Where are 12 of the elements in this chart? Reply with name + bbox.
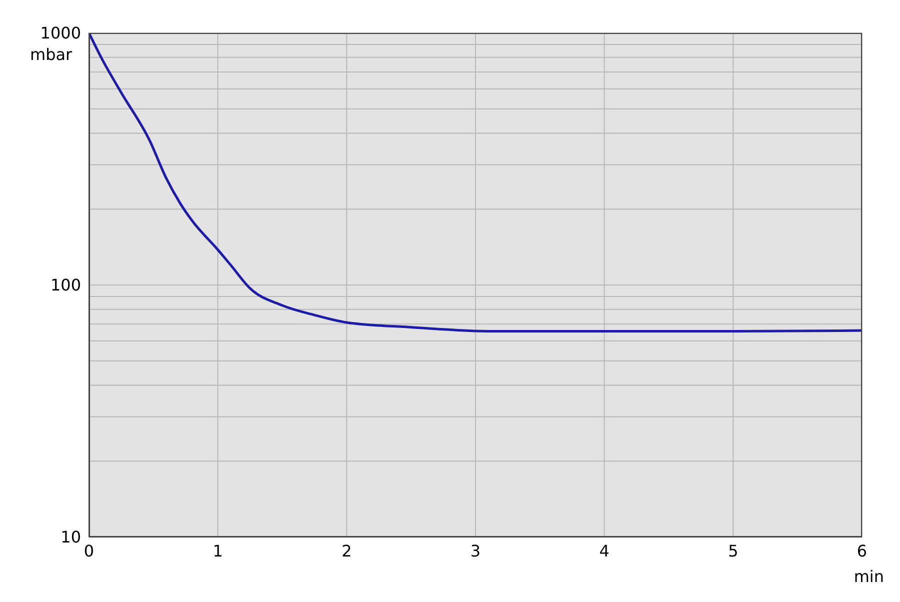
x-tick-label: 6 bbox=[856, 541, 868, 560]
x-tick-label: 2 bbox=[342, 541, 352, 560]
x-tick-label: 4 bbox=[599, 541, 610, 560]
x-tick-label: 5 bbox=[728, 541, 738, 560]
x-tick-label: 3 bbox=[470, 541, 481, 560]
y-tick-label: 100 bbox=[50, 276, 81, 295]
x-axis-title: min bbox=[854, 567, 884, 586]
x-tick-label: 1 bbox=[212, 541, 223, 560]
y-tick-label: 1000 bbox=[40, 24, 81, 43]
y-tick-label: 10 bbox=[60, 528, 81, 547]
y-axis-title: mbar bbox=[30, 45, 72, 64]
x-tick-label: 0 bbox=[84, 541, 94, 560]
